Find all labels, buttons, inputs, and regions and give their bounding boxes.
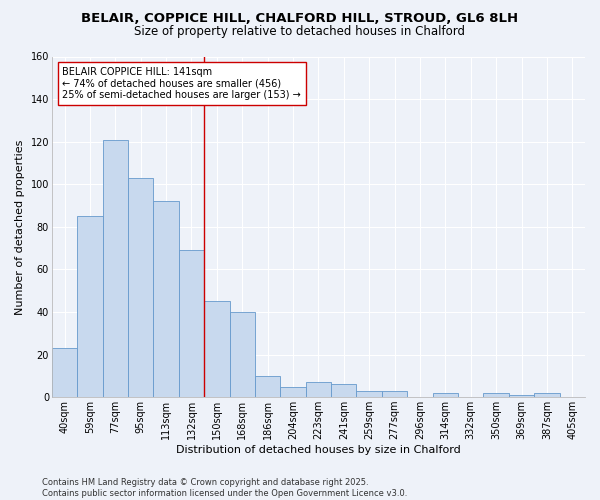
Bar: [382, 391, 407, 397]
Text: Contains HM Land Registry data © Crown copyright and database right 2025.
Contai: Contains HM Land Registry data © Crown c…: [42, 478, 407, 498]
Y-axis label: Number of detached properties: Number of detached properties: [15, 139, 25, 314]
Bar: [433, 393, 458, 397]
Text: BELAIR COPPICE HILL: 141sqm
← 74% of detached houses are smaller (456)
25% of se: BELAIR COPPICE HILL: 141sqm ← 74% of det…: [62, 66, 301, 100]
Bar: [280, 386, 306, 397]
Bar: [179, 250, 204, 397]
Bar: [77, 216, 103, 397]
Bar: [356, 391, 382, 397]
Bar: [331, 384, 356, 397]
Bar: [306, 382, 331, 397]
Bar: [230, 312, 255, 397]
Bar: [52, 348, 77, 397]
Bar: [103, 140, 128, 397]
Bar: [128, 178, 154, 397]
Text: Size of property relative to detached houses in Chalford: Size of property relative to detached ho…: [134, 25, 466, 38]
Bar: [509, 395, 534, 397]
Text: BELAIR, COPPICE HILL, CHALFORD HILL, STROUD, GL6 8LH: BELAIR, COPPICE HILL, CHALFORD HILL, STR…: [82, 12, 518, 26]
Bar: [204, 302, 230, 397]
Bar: [154, 202, 179, 397]
Bar: [255, 376, 280, 397]
Bar: [534, 393, 560, 397]
X-axis label: Distribution of detached houses by size in Chalford: Distribution of detached houses by size …: [176, 445, 461, 455]
Bar: [484, 393, 509, 397]
